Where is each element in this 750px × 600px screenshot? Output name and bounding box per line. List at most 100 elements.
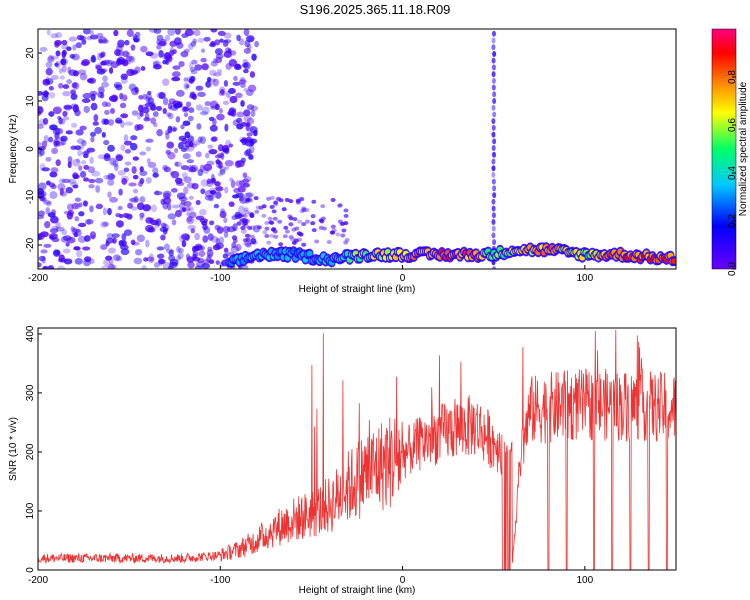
noise-cell [224, 186, 229, 194]
noise-cell [320, 204, 326, 209]
noise-cell [250, 234, 256, 239]
noise-cell [243, 175, 252, 183]
noise-cell [193, 29, 201, 36]
noise-cell [219, 166, 226, 174]
noise-cell [227, 111, 233, 116]
noise-cell [180, 50, 189, 58]
noise-cell [241, 212, 247, 217]
noise-cell [120, 175, 130, 183]
noise-cell [117, 205, 123, 211]
noise-cell [170, 170, 180, 179]
noise-cell [180, 147, 188, 153]
noise-cell [47, 55, 55, 63]
noise-cell [63, 258, 73, 265]
y-tick-label: -10 [25, 189, 36, 204]
noise-cell [203, 226, 211, 234]
noise-cell [129, 69, 139, 75]
noise-cell [78, 202, 83, 208]
noise-cell [330, 224, 336, 229]
noise-cell [115, 84, 123, 91]
noise-cell [145, 217, 154, 224]
noise-cell [109, 107, 116, 114]
noise-cell [255, 205, 261, 210]
noise-cell [60, 138, 67, 146]
noise-cell [187, 224, 196, 231]
noise-cell [340, 233, 346, 238]
noise-cell [235, 243, 242, 252]
noise-cell [233, 75, 238, 82]
noise-cell [310, 214, 316, 219]
noise-cell [121, 233, 127, 241]
noise-cell [72, 158, 81, 167]
noise-cell [176, 246, 181, 253]
noise-cell [42, 117, 49, 125]
noise-cell [162, 108, 167, 114]
noise-cell [42, 265, 49, 269]
noise-cell [188, 141, 194, 148]
noise-cell [115, 255, 123, 262]
noise-cell [180, 165, 189, 171]
noise-cell [66, 203, 74, 211]
colorbar-label: Normalized spectral amplitude [738, 81, 749, 216]
noise-cell [272, 216, 278, 221]
noise-cell [236, 221, 242, 226]
noise-cell [139, 166, 144, 173]
noise-cell [47, 54, 54, 62]
noise-cell [162, 59, 168, 65]
noise-cell [145, 51, 154, 57]
noise-cell [239, 79, 247, 84]
noise-cell [186, 164, 196, 173]
noise-cell [86, 218, 92, 225]
stripe-cell [491, 57, 496, 64]
noise-cell [162, 196, 172, 205]
noise-cell [72, 44, 77, 51]
noise-cell [43, 243, 52, 248]
noise-cell [293, 238, 299, 243]
noise-cell [183, 48, 190, 53]
noise-cell [51, 209, 56, 215]
noise-cell [297, 219, 303, 224]
noise-cell [61, 178, 71, 184]
noise-cell [90, 102, 98, 111]
noise-cell [247, 36, 254, 43]
noise-cell [171, 219, 177, 226]
noise-cell [186, 211, 191, 217]
noise-cell [66, 79, 72, 85]
noise-cell [294, 226, 300, 231]
noise-cell [132, 174, 139, 180]
noise-cell [101, 131, 106, 138]
x-tick-label: -100 [210, 575, 230, 586]
noise-cell [182, 120, 191, 126]
noise-cell [228, 201, 235, 207]
stripe-cell [491, 30, 496, 37]
noise-cell [55, 140, 61, 148]
noise-cell [101, 81, 109, 88]
noise-cell [199, 111, 209, 116]
noise-cell [168, 265, 173, 269]
noise-cell [162, 52, 171, 61]
noise-cell [240, 100, 245, 107]
noise-cell [55, 226, 65, 232]
noise-cell [177, 248, 184, 254]
noise-cell [107, 179, 115, 186]
noise-cell [124, 161, 132, 166]
noise-cell [199, 208, 207, 216]
noise-cell [83, 153, 89, 159]
noise-cell [128, 197, 137, 203]
noise-cell [264, 234, 270, 239]
noise-cell [204, 190, 214, 198]
noise-cell [176, 255, 182, 261]
noise-cell [120, 144, 126, 152]
noise-cell [269, 204, 275, 209]
noise-cell [282, 234, 288, 239]
noise-cell [222, 253, 229, 259]
noise-cell [182, 145, 190, 150]
noise-cell [38, 210, 45, 217]
noise-cell [50, 55, 59, 60]
noise-cell [185, 216, 195, 225]
noise-cell [181, 106, 187, 113]
noise-cell [245, 218, 251, 223]
noise-cell [109, 157, 117, 166]
noise-cell [134, 124, 141, 132]
noise-cell [89, 231, 97, 239]
